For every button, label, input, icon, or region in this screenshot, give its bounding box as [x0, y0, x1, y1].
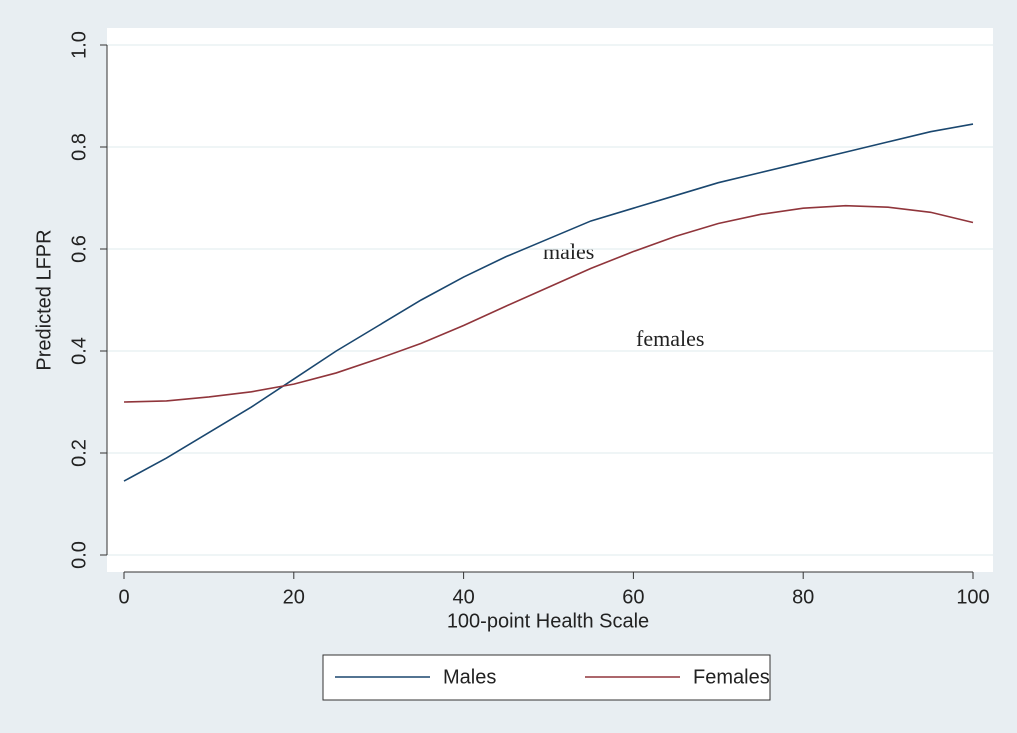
legend-label: Males	[443, 666, 496, 688]
series-line	[123, 123, 974, 482]
x-tick-label: 20	[283, 586, 305, 608]
y-axis-title: Predicted LFPR	[33, 229, 55, 370]
legend-label: Females	[693, 666, 770, 688]
annotation: females	[636, 326, 704, 351]
x-tick-label: 40	[452, 586, 474, 608]
y-tick-label: 0.2	[68, 439, 90, 467]
y-tick-label: 0.8	[68, 133, 90, 161]
x-tick-label: 60	[622, 586, 644, 608]
y-tick-label: 0.4	[68, 337, 90, 365]
y-tick-label: 1.0	[68, 31, 90, 59]
x-tick-label: 0	[118, 586, 129, 608]
y-tick-label: 0.6	[68, 235, 90, 263]
x-axis-title: 100-point Health Scale	[447, 610, 649, 632]
x-tick-label: 80	[792, 586, 814, 608]
series-line	[123, 204, 974, 403]
plot-area	[107, 28, 993, 572]
annotation: males	[543, 239, 594, 264]
x-tick-label: 100	[956, 586, 989, 608]
y-tick-label: 0.0	[68, 541, 90, 569]
